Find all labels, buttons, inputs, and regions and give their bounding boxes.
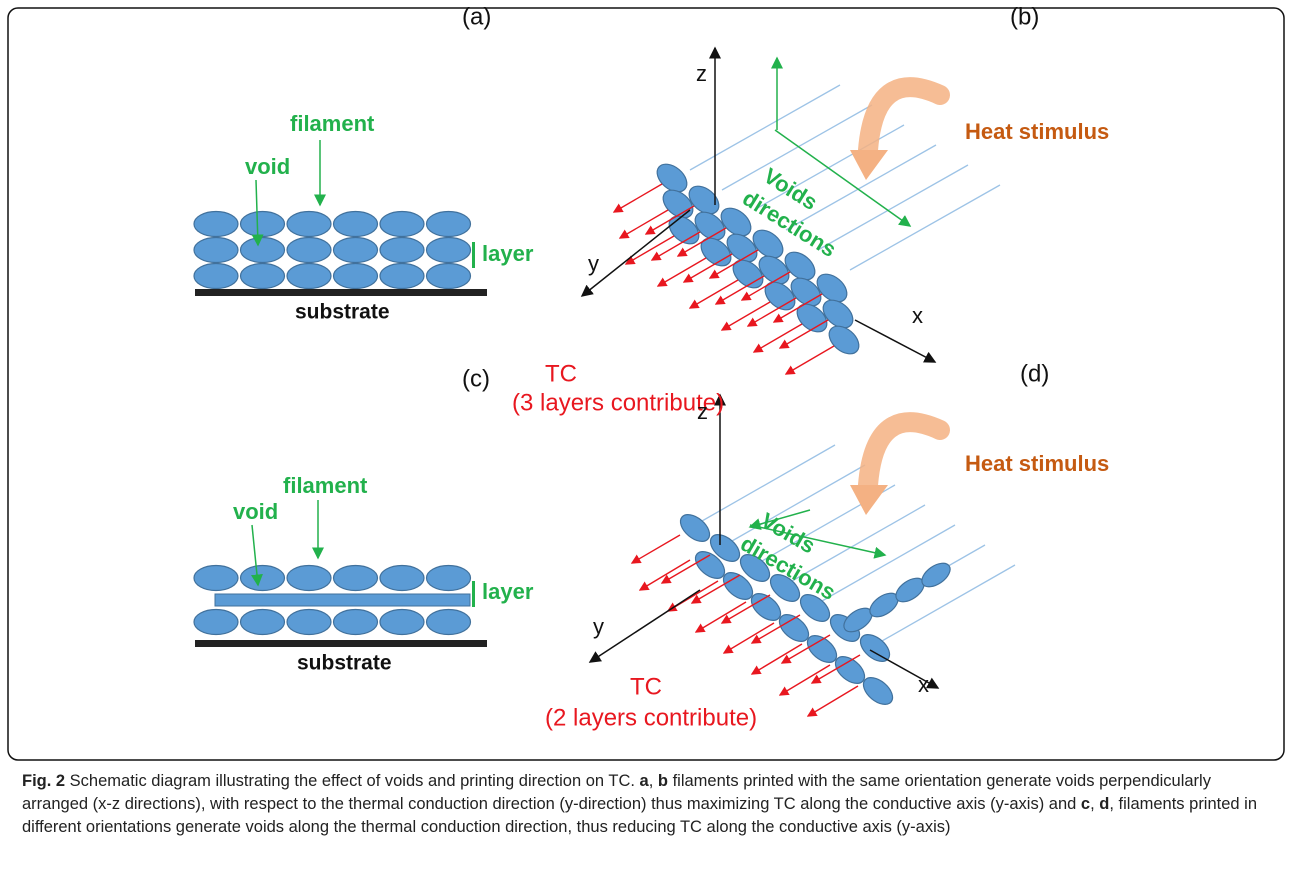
label: TC [545,360,577,387]
label: filament [290,111,375,136]
filament [241,610,285,635]
filament [194,212,238,237]
filament [380,264,424,289]
filament [287,566,331,591]
line [626,236,674,264]
filament [334,566,378,591]
label: void [245,154,290,179]
filament [380,610,424,635]
label: layer [482,241,534,266]
axis-label: x [912,303,923,328]
line [786,346,834,374]
axis-label: z [697,399,708,424]
line [614,184,662,212]
filament [427,610,471,635]
label: Heat stimulus [965,451,1109,476]
caption-text: b [658,772,668,790]
filament [241,264,285,289]
label: substrate [297,652,392,675]
filament [241,212,285,237]
substrate [195,640,487,647]
filament [380,212,424,237]
label: TC [630,673,662,700]
line [658,258,706,286]
filament [380,566,424,591]
line [780,665,830,695]
line [808,686,858,716]
filament [287,610,331,635]
layer-bar [472,581,475,607]
filament [241,566,285,591]
caption-text: Schematic diagram illustrating the effec… [65,772,639,790]
filament [194,566,238,591]
caption: Fig. 2 Schematic diagram illustrating th… [22,770,1277,839]
line [632,535,680,563]
heat-arrowhead [850,485,888,515]
filament [380,238,424,263]
heat-arrow [868,87,940,150]
substrate [195,289,487,296]
line [590,590,700,662]
page: (a) filament void layer substrate (b) z … [0,0,1292,873]
filament [194,610,238,635]
label: Heat stimulus [965,119,1109,144]
caption-text: , [649,772,658,790]
label: substrate [295,301,390,324]
caption-text: Fig. 2 [22,772,65,790]
caption-text: a [640,772,649,790]
filament [676,509,715,546]
line [818,165,968,250]
figure: (a) filament void layer substrate (b) z … [0,0,1292,770]
line [696,602,746,632]
filament [287,238,331,263]
filament [427,212,471,237]
line [754,324,802,352]
middle-layer [215,594,470,606]
filament [287,264,331,289]
filament [194,264,238,289]
filament [241,238,285,263]
line [850,185,1000,270]
label: layer [482,579,534,604]
filament [334,610,378,635]
line [724,623,774,653]
caption-text: , [1090,795,1099,813]
heat-arrow [868,422,940,485]
panel-label: (d) [1020,360,1049,387]
panel-label: (a) [462,3,491,30]
label: (3 layers contribute) [512,389,724,416]
filament [334,264,378,289]
axis-label: z [696,61,707,86]
caption-text: c [1081,795,1090,813]
axis-label: y [588,251,599,276]
filament [334,212,378,237]
filament [287,212,331,237]
caption-text: d [1099,795,1109,813]
panel-label: (b) [1010,3,1039,30]
label: filament [283,473,368,498]
filament [194,238,238,263]
label: void [233,499,278,524]
line [690,280,738,308]
line [855,320,935,362]
drawings [194,48,1015,716]
filament [427,566,471,591]
filament [334,238,378,263]
label: (2 layers contribute) [545,704,757,731]
line [640,560,690,590]
layer-bar [472,242,475,268]
line [690,85,840,170]
line [722,302,770,330]
filament [427,264,471,289]
panel-label: (c) [462,365,490,392]
line [752,644,802,674]
filament [427,238,471,263]
axis-label: y [593,614,604,639]
axis-label: x [918,672,929,697]
line [815,525,955,605]
